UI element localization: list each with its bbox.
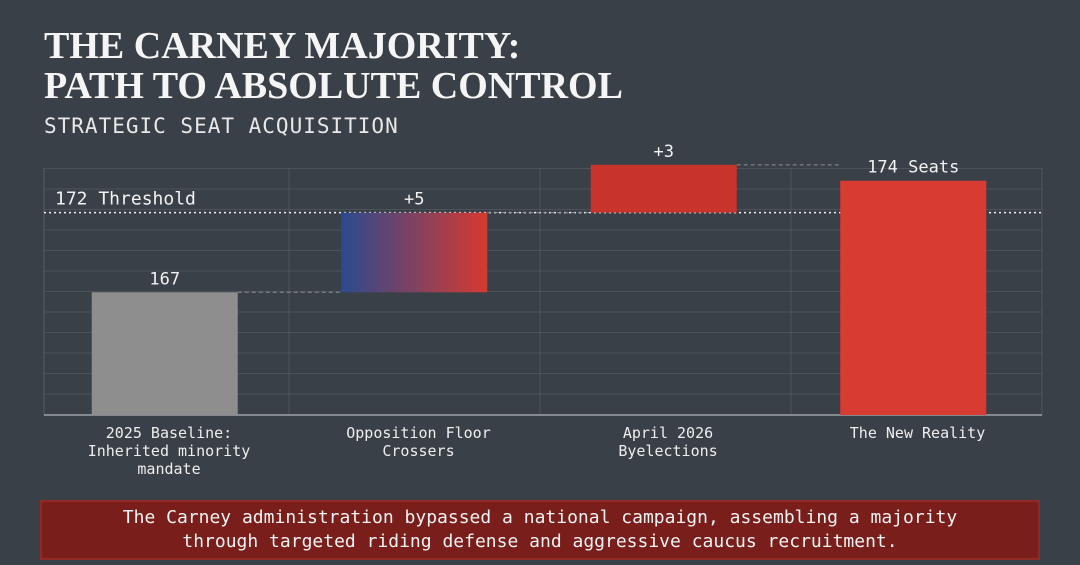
- x-tick-label: April 2026 Byelections: [618, 424, 718, 460]
- chart-subtitle: STRATEGIC SEAT ACQUISITION: [44, 114, 399, 138]
- bar: [840, 180, 987, 415]
- chart-title: THE CARNEY MAJORITY: PATH TO ABSOLUTE CO…: [44, 25, 623, 107]
- note-box: The Carney administration bypassed a nat…: [40, 500, 1040, 560]
- bar: [341, 212, 488, 293]
- x-tick-label: Opposition Floor Crossers: [346, 424, 491, 460]
- threshold-label: 172 Threshold: [55, 189, 196, 210]
- bar: [91, 292, 238, 415]
- x-tick-label: 2025 Baseline: Inherited minority mandat…: [87, 424, 251, 478]
- value-label: +5: [404, 190, 424, 210]
- x-tick-label: The New Reality: [849, 424, 986, 442]
- bar: [590, 164, 737, 213]
- value-label: 167: [149, 269, 180, 289]
- value-label: 174 Seats: [867, 158, 959, 178]
- value-label: +3: [654, 142, 674, 162]
